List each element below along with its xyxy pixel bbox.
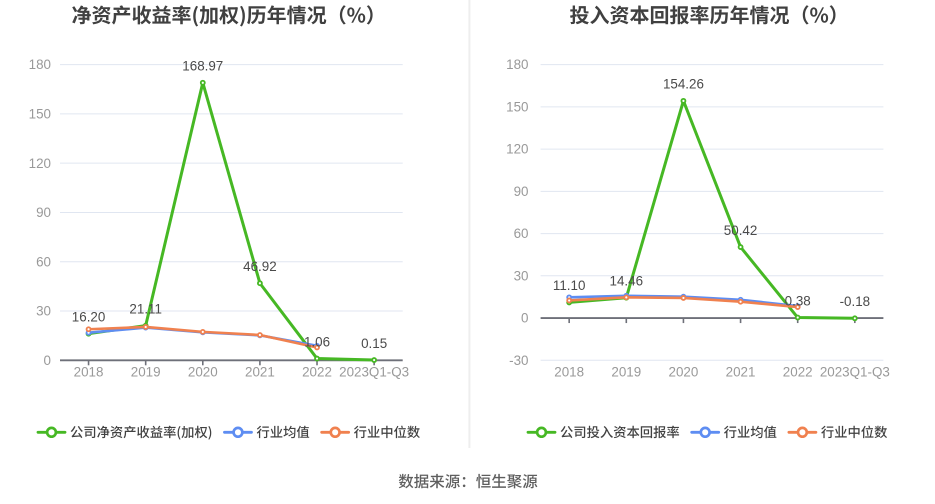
svg-text:120: 120 — [506, 142, 528, 157]
svg-text:14.46: 14.46 — [610, 274, 644, 289]
svg-text:-30: -30 — [509, 353, 528, 368]
svg-text:1.06: 1.06 — [304, 334, 330, 349]
svg-text:30: 30 — [36, 304, 51, 319]
svg-text:0.15: 0.15 — [361, 336, 387, 351]
svg-text:2023Q1-Q3: 2023Q1-Q3 — [820, 365, 890, 380]
svg-text:180: 180 — [506, 57, 528, 72]
svg-text:11.10: 11.10 — [553, 278, 586, 293]
svg-text:90: 90 — [36, 205, 51, 220]
svg-text:2019: 2019 — [611, 365, 641, 380]
svg-text:90: 90 — [514, 184, 529, 199]
svg-text:120: 120 — [29, 156, 51, 171]
svg-text:0: 0 — [521, 311, 528, 326]
svg-text:2022: 2022 — [302, 365, 332, 380]
svg-text:60: 60 — [514, 226, 529, 241]
svg-text:50.42: 50.42 — [724, 223, 758, 238]
svg-text:150: 150 — [506, 99, 528, 114]
svg-text:30: 30 — [514, 268, 529, 283]
svg-text:2020: 2020 — [188, 365, 218, 380]
svg-text:21.11: 21.11 — [129, 301, 162, 316]
svg-text:0.38: 0.38 — [785, 293, 811, 308]
svg-text:-0.18: -0.18 — [840, 294, 871, 309]
svg-text:0: 0 — [44, 353, 51, 368]
svg-text:2022: 2022 — [783, 365, 813, 380]
svg-text:2020: 2020 — [669, 365, 699, 380]
svg-text:2019: 2019 — [131, 365, 161, 380]
svg-text:2023Q1-Q3: 2023Q1-Q3 — [339, 365, 409, 380]
svg-text:60: 60 — [36, 254, 51, 269]
svg-text:168.97: 168.97 — [182, 59, 223, 74]
svg-text:2018: 2018 — [74, 365, 104, 380]
svg-text:2021: 2021 — [726, 365, 756, 380]
svg-text:150: 150 — [29, 106, 51, 121]
svg-text:16.20: 16.20 — [72, 309, 106, 324]
svg-text:180: 180 — [29, 57, 51, 72]
svg-text:2018: 2018 — [554, 365, 584, 380]
svg-text:2021: 2021 — [245, 365, 275, 380]
svg-text:46.92: 46.92 — [243, 259, 277, 274]
svg-text:154.26: 154.26 — [663, 77, 704, 92]
